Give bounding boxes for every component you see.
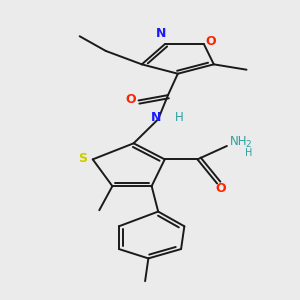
Text: S: S [78,152,87,164]
Text: 2: 2 [245,140,250,149]
Text: N: N [152,111,162,124]
Text: N: N [156,27,167,40]
Text: NH: NH [230,136,248,148]
Text: O: O [125,93,136,106]
Text: H: H [245,148,252,158]
Text: O: O [215,182,226,195]
Text: H: H [175,111,184,124]
Text: O: O [206,35,217,48]
